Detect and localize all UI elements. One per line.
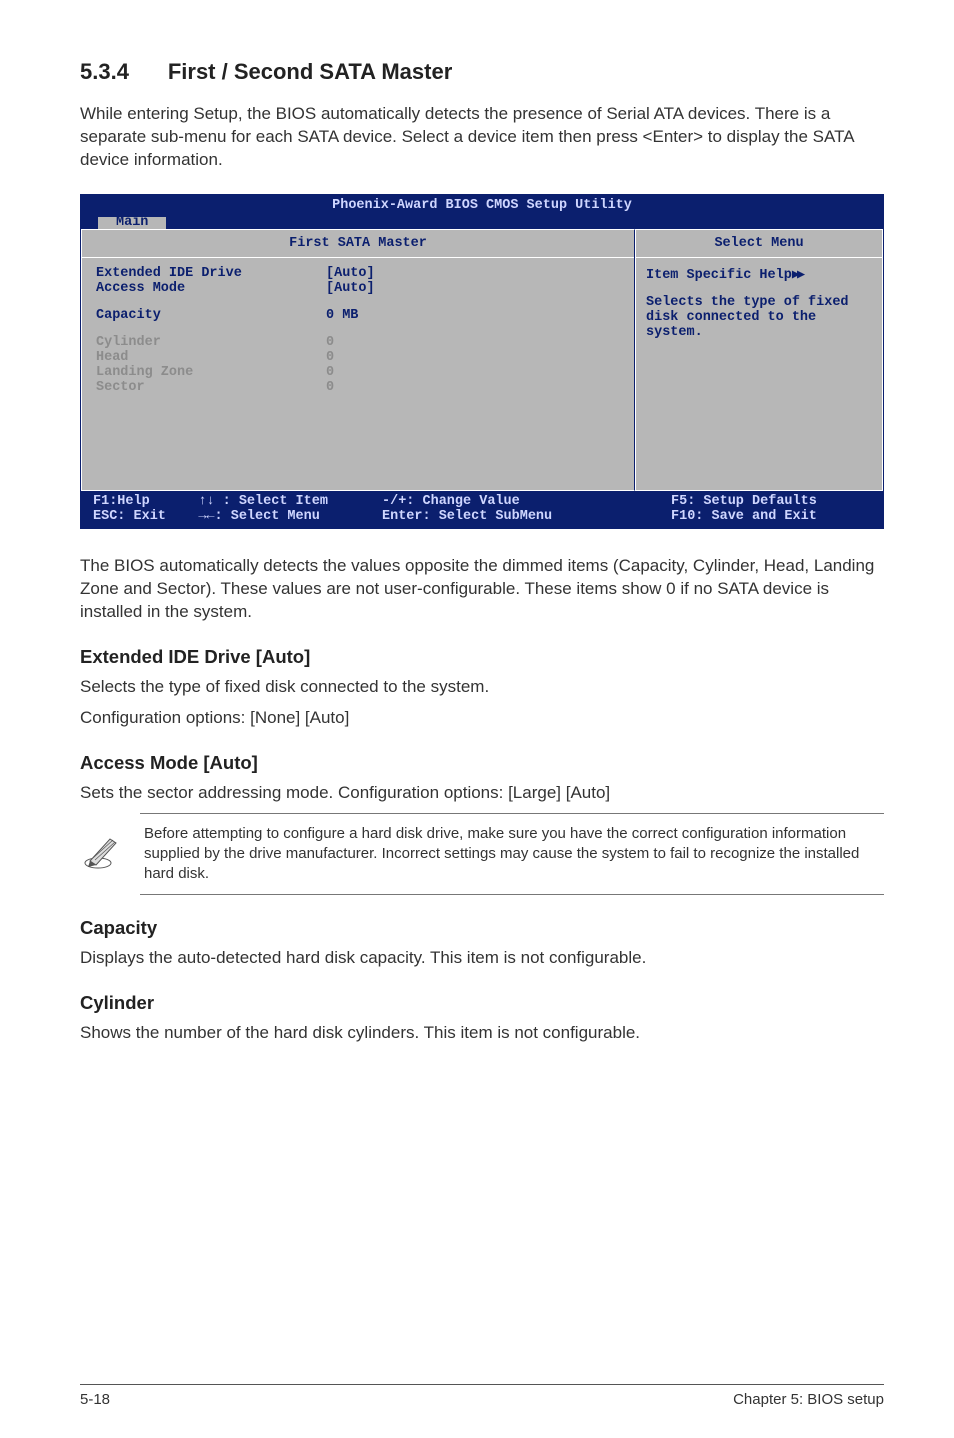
subheading-cylinder: Cylinder xyxy=(80,992,884,1014)
bios-row-value: 0 xyxy=(326,365,334,380)
chapter-label: Chapter 5: BIOS setup xyxy=(733,1391,884,1408)
bios-footer-col1: F1:Help ↑↓ : Select Item ESC: Exit →←: S… xyxy=(93,494,382,524)
pencil-note-icon xyxy=(80,813,140,878)
after-bios-text: The BIOS automatically detects the value… xyxy=(80,555,884,624)
subheading-extended-ide: Extended IDE Drive [Auto] xyxy=(80,646,884,668)
bios-row-value: 0 xyxy=(326,350,334,365)
bios-row[interactable]: Extended IDE Drive [Auto] xyxy=(96,266,620,281)
bios-row: Cylinder 0 xyxy=(96,335,620,350)
bios-row-label: Cylinder xyxy=(96,335,326,350)
bios-left-header: First SATA Master xyxy=(82,230,634,258)
bios-row-label: Extended IDE Drive xyxy=(96,266,326,281)
note-text: Before attempting to configure a hard di… xyxy=(140,813,884,896)
sub2-p1: Sets the sector addressing mode. Configu… xyxy=(80,782,884,805)
bios-right-panel: Select Menu Item Specific Help▶▶ Selects… xyxy=(635,229,883,491)
bios-row-label: Head xyxy=(96,350,326,365)
bios-row[interactable]: Access Mode [Auto] xyxy=(96,281,620,296)
bios-row-value: 0 xyxy=(326,335,334,350)
note-box: Before attempting to configure a hard di… xyxy=(80,813,884,896)
help-arrows-icon: ▶▶ xyxy=(792,268,802,283)
bios-window: Phoenix-Award BIOS CMOS Setup Utility Ma… xyxy=(80,194,884,529)
bios-left-panel: First SATA Master Extended IDE Drive [Au… xyxy=(81,229,635,491)
bios-titlebar: Phoenix-Award BIOS CMOS Setup Utility xyxy=(81,195,883,215)
bios-title: Phoenix-Award BIOS CMOS Setup Utility xyxy=(81,198,883,215)
bios-row-label: Landing Zone xyxy=(96,365,326,380)
bios-row-label: Sector xyxy=(96,380,326,395)
bios-row: Landing Zone 0 xyxy=(96,365,620,380)
bios-row-value: 0 MB xyxy=(326,308,358,323)
bios-row-value: [Auto] xyxy=(326,266,375,281)
sub4-p1: Shows the number of the hard disk cylind… xyxy=(80,1022,884,1045)
bios-row-label: Access Mode xyxy=(96,281,326,296)
bios-row-value: [Auto] xyxy=(326,281,375,296)
bios-row-label: Capacity xyxy=(96,308,326,323)
bios-help-body: Selects the type of fixed disk connected… xyxy=(646,295,849,340)
bios-row[interactable]: Capacity 0 MB xyxy=(96,308,620,323)
bios-row: Sector 0 xyxy=(96,380,620,395)
page-footer: 5-18 Chapter 5: BIOS setup xyxy=(80,1384,884,1408)
bios-help: Item Specific Help▶▶ Selects the type of… xyxy=(636,258,882,490)
page-number: 5-18 xyxy=(80,1391,110,1408)
bios-body: First SATA Master Extended IDE Drive [Au… xyxy=(81,228,883,491)
bios-footer: F1:Help ↑↓ : Select Item ESC: Exit →←: S… xyxy=(81,491,883,528)
sub1-p1: Selects the type of fixed disk connected… xyxy=(80,676,884,699)
subheading-access-mode: Access Mode [Auto] xyxy=(80,752,884,774)
section-heading: 5.3.4 First / Second SATA Master xyxy=(80,50,884,87)
bios-tabrow: Main xyxy=(81,215,883,228)
bios-right-header: Select Menu xyxy=(636,230,882,258)
bios-content: Extended IDE Drive [Auto] Access Mode [A… xyxy=(82,258,634,490)
section-number: 5.3.4 xyxy=(80,59,129,85)
subheading-capacity: Capacity xyxy=(80,917,884,939)
bios-footer-col2: -/+: Change Value Enter: Select SubMenu xyxy=(382,494,671,524)
bios-tab-main[interactable]: Main xyxy=(97,216,167,229)
section-intro: While entering Setup, the BIOS automatic… xyxy=(80,103,884,172)
bios-row: Head 0 xyxy=(96,350,620,365)
bios-footer-col3: F5: Setup Defaults F10: Save and Exit xyxy=(671,494,871,524)
bios-row-value: 0 xyxy=(326,380,334,395)
sub1-p2: Configuration options: [None] [Auto] xyxy=(80,707,884,730)
bios-help-title: Item Specific Help xyxy=(646,268,792,283)
sub3-p1: Displays the auto-detected hard disk cap… xyxy=(80,947,884,970)
section-title: First / Second SATA Master xyxy=(168,59,452,85)
